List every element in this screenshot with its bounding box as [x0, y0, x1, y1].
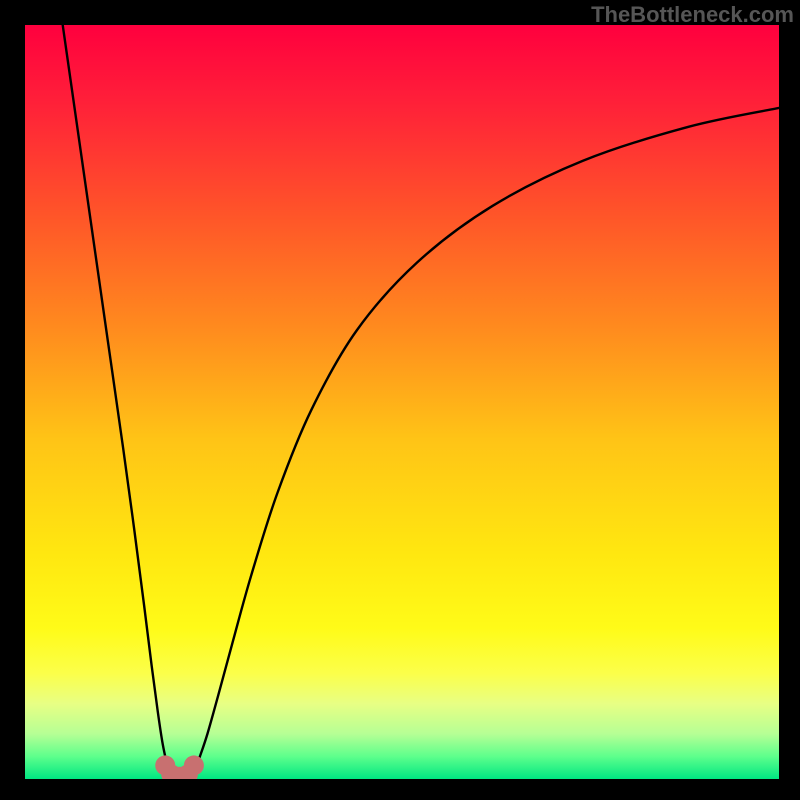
- chart-container: TheBottleneck.com: [0, 0, 800, 800]
- gradient-background: [25, 25, 779, 779]
- watermark-text: TheBottleneck.com: [591, 2, 794, 28]
- bottleneck-curve-chart: [25, 25, 779, 779]
- plot-area: [25, 25, 779, 779]
- dip-marker: [184, 755, 204, 775]
